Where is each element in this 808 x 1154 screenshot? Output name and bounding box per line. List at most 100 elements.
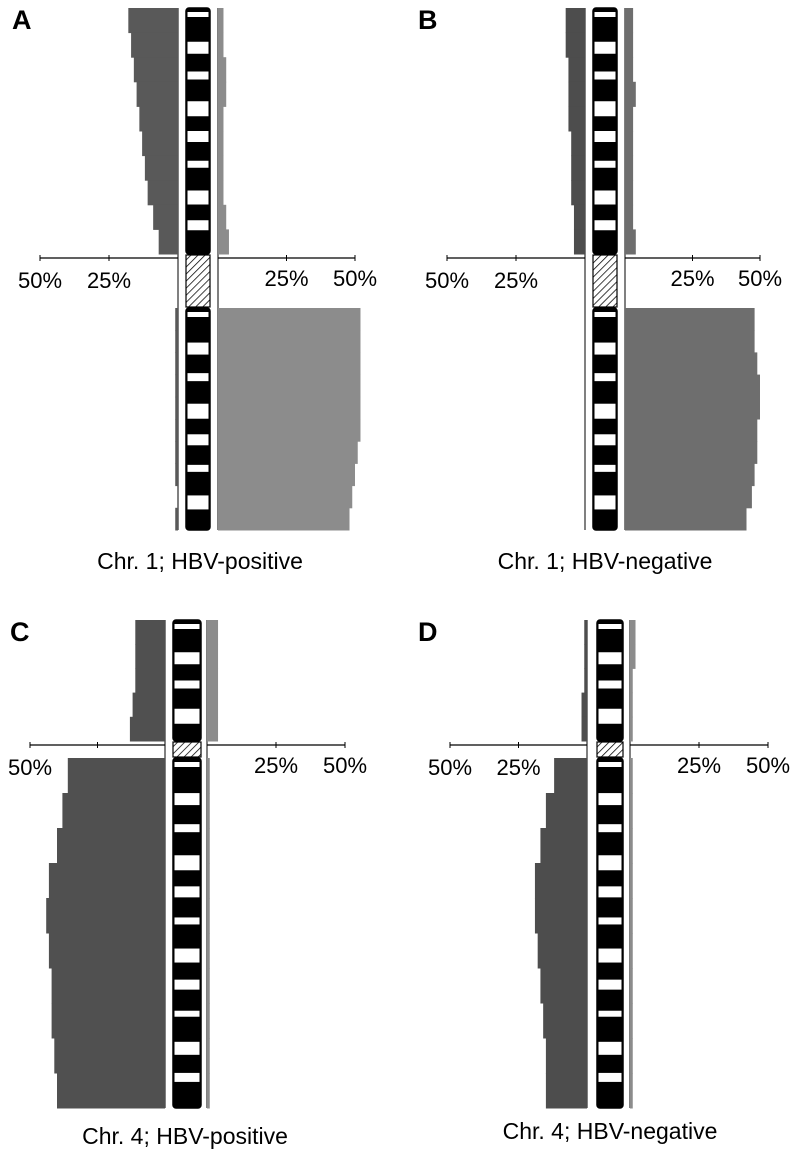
gain-bar [625,396,760,420]
loss-bar [545,1073,587,1109]
gain-bar [625,81,636,107]
chromosome-band [174,762,200,767]
gain-bar [218,352,361,376]
chromosome-band [598,979,622,990]
chromosome-band [598,762,622,767]
gain-bar [630,828,633,864]
loss-bar [571,155,585,181]
gain-bar [207,1003,210,1039]
gain-bar [625,308,755,331]
chromosome-band [174,917,200,925]
loss-bar [568,106,585,132]
chromosome-band [594,160,616,168]
gain-bar [207,620,219,645]
chromosome-band [174,1010,200,1017]
chromosome-band [187,41,209,54]
gain-bar [625,352,758,376]
loss-bar [573,204,585,230]
chromosome-band [187,342,209,355]
centromere [596,741,624,758]
loss-bar [135,620,165,645]
chromosome-band [594,131,616,142]
loss-bar [139,106,178,132]
loss-bar [135,668,165,694]
gain-bar [625,374,760,398]
panel-label: D [418,617,438,647]
loss-bar [142,131,178,157]
loss-bar [565,8,585,34]
chromosome-band [174,1072,200,1082]
gain-bar [630,644,636,669]
gain-bar [630,1038,633,1074]
gain-bar [625,507,747,531]
gain-bar [218,81,227,107]
gain-bar [625,441,758,464]
loss-bar [584,620,587,645]
loss-bar [571,180,585,206]
chromosome-arm [592,307,618,531]
loss-bar [175,374,178,398]
gain-bar [625,57,634,83]
loss-bar [51,1003,165,1039]
chromosome-band [187,403,209,419]
loss-bar [584,644,587,669]
chromosome-band [598,624,622,629]
loss-bar [131,32,178,58]
gain-bar [218,463,355,487]
chromosome-band [174,824,200,833]
loss-bar [67,758,165,794]
panel-label: A [12,5,32,35]
chromosome-arm [596,757,624,1109]
gain-bar [207,758,210,794]
gain-bar [207,1073,210,1109]
chromosome-band [174,680,200,689]
chromosome-band [174,624,200,629]
loss-bar [153,204,178,230]
gain-bar [218,155,224,181]
loss-bar [573,229,585,255]
caption: Chr. 4; HBV-negative [503,1118,718,1144]
gain-bar [218,396,361,420]
chromosome-band [598,652,622,665]
chromosome-band [594,495,616,510]
gain-bar [218,507,350,531]
chromosome-band [174,948,200,963]
chromosome-band [598,824,622,833]
tick-label: 50% [18,268,62,293]
gain-bar [218,441,358,464]
gain-bar [630,692,633,718]
tick-label: 25% [494,268,538,293]
chromosome-band [187,312,209,317]
loss-bar [175,463,178,487]
gain-bar [218,131,224,157]
caption: Chr. 1; HBV-negative [498,548,713,574]
chromosome-band [174,855,200,871]
chromosome-band [598,1041,622,1055]
tick-label: 50% [333,266,377,291]
gain-bar [625,131,634,157]
chromosome-band [187,12,209,17]
chromosome-band [598,886,622,898]
loss-bar [175,308,178,331]
loss-bar [147,180,178,206]
chromosome-band [187,131,209,142]
gain-bar [630,758,633,794]
chromosome-band [594,101,616,117]
chromosome-band [187,373,209,382]
tick-label: 50% [8,755,52,780]
gain-bar [625,106,634,132]
loss-bar [128,8,178,34]
panel-label: C [10,617,30,647]
gain-bar [625,180,634,206]
chromosome-band [594,312,616,317]
gain-bar [218,32,224,58]
loss-bar [46,898,166,934]
gain-bar [625,463,755,487]
chromosome-band [187,434,209,446]
chromosome-band [174,708,200,724]
panel-label: B [418,5,438,35]
gain-bar [207,644,219,669]
gain-bar [218,308,361,331]
gain-bar [207,898,210,934]
